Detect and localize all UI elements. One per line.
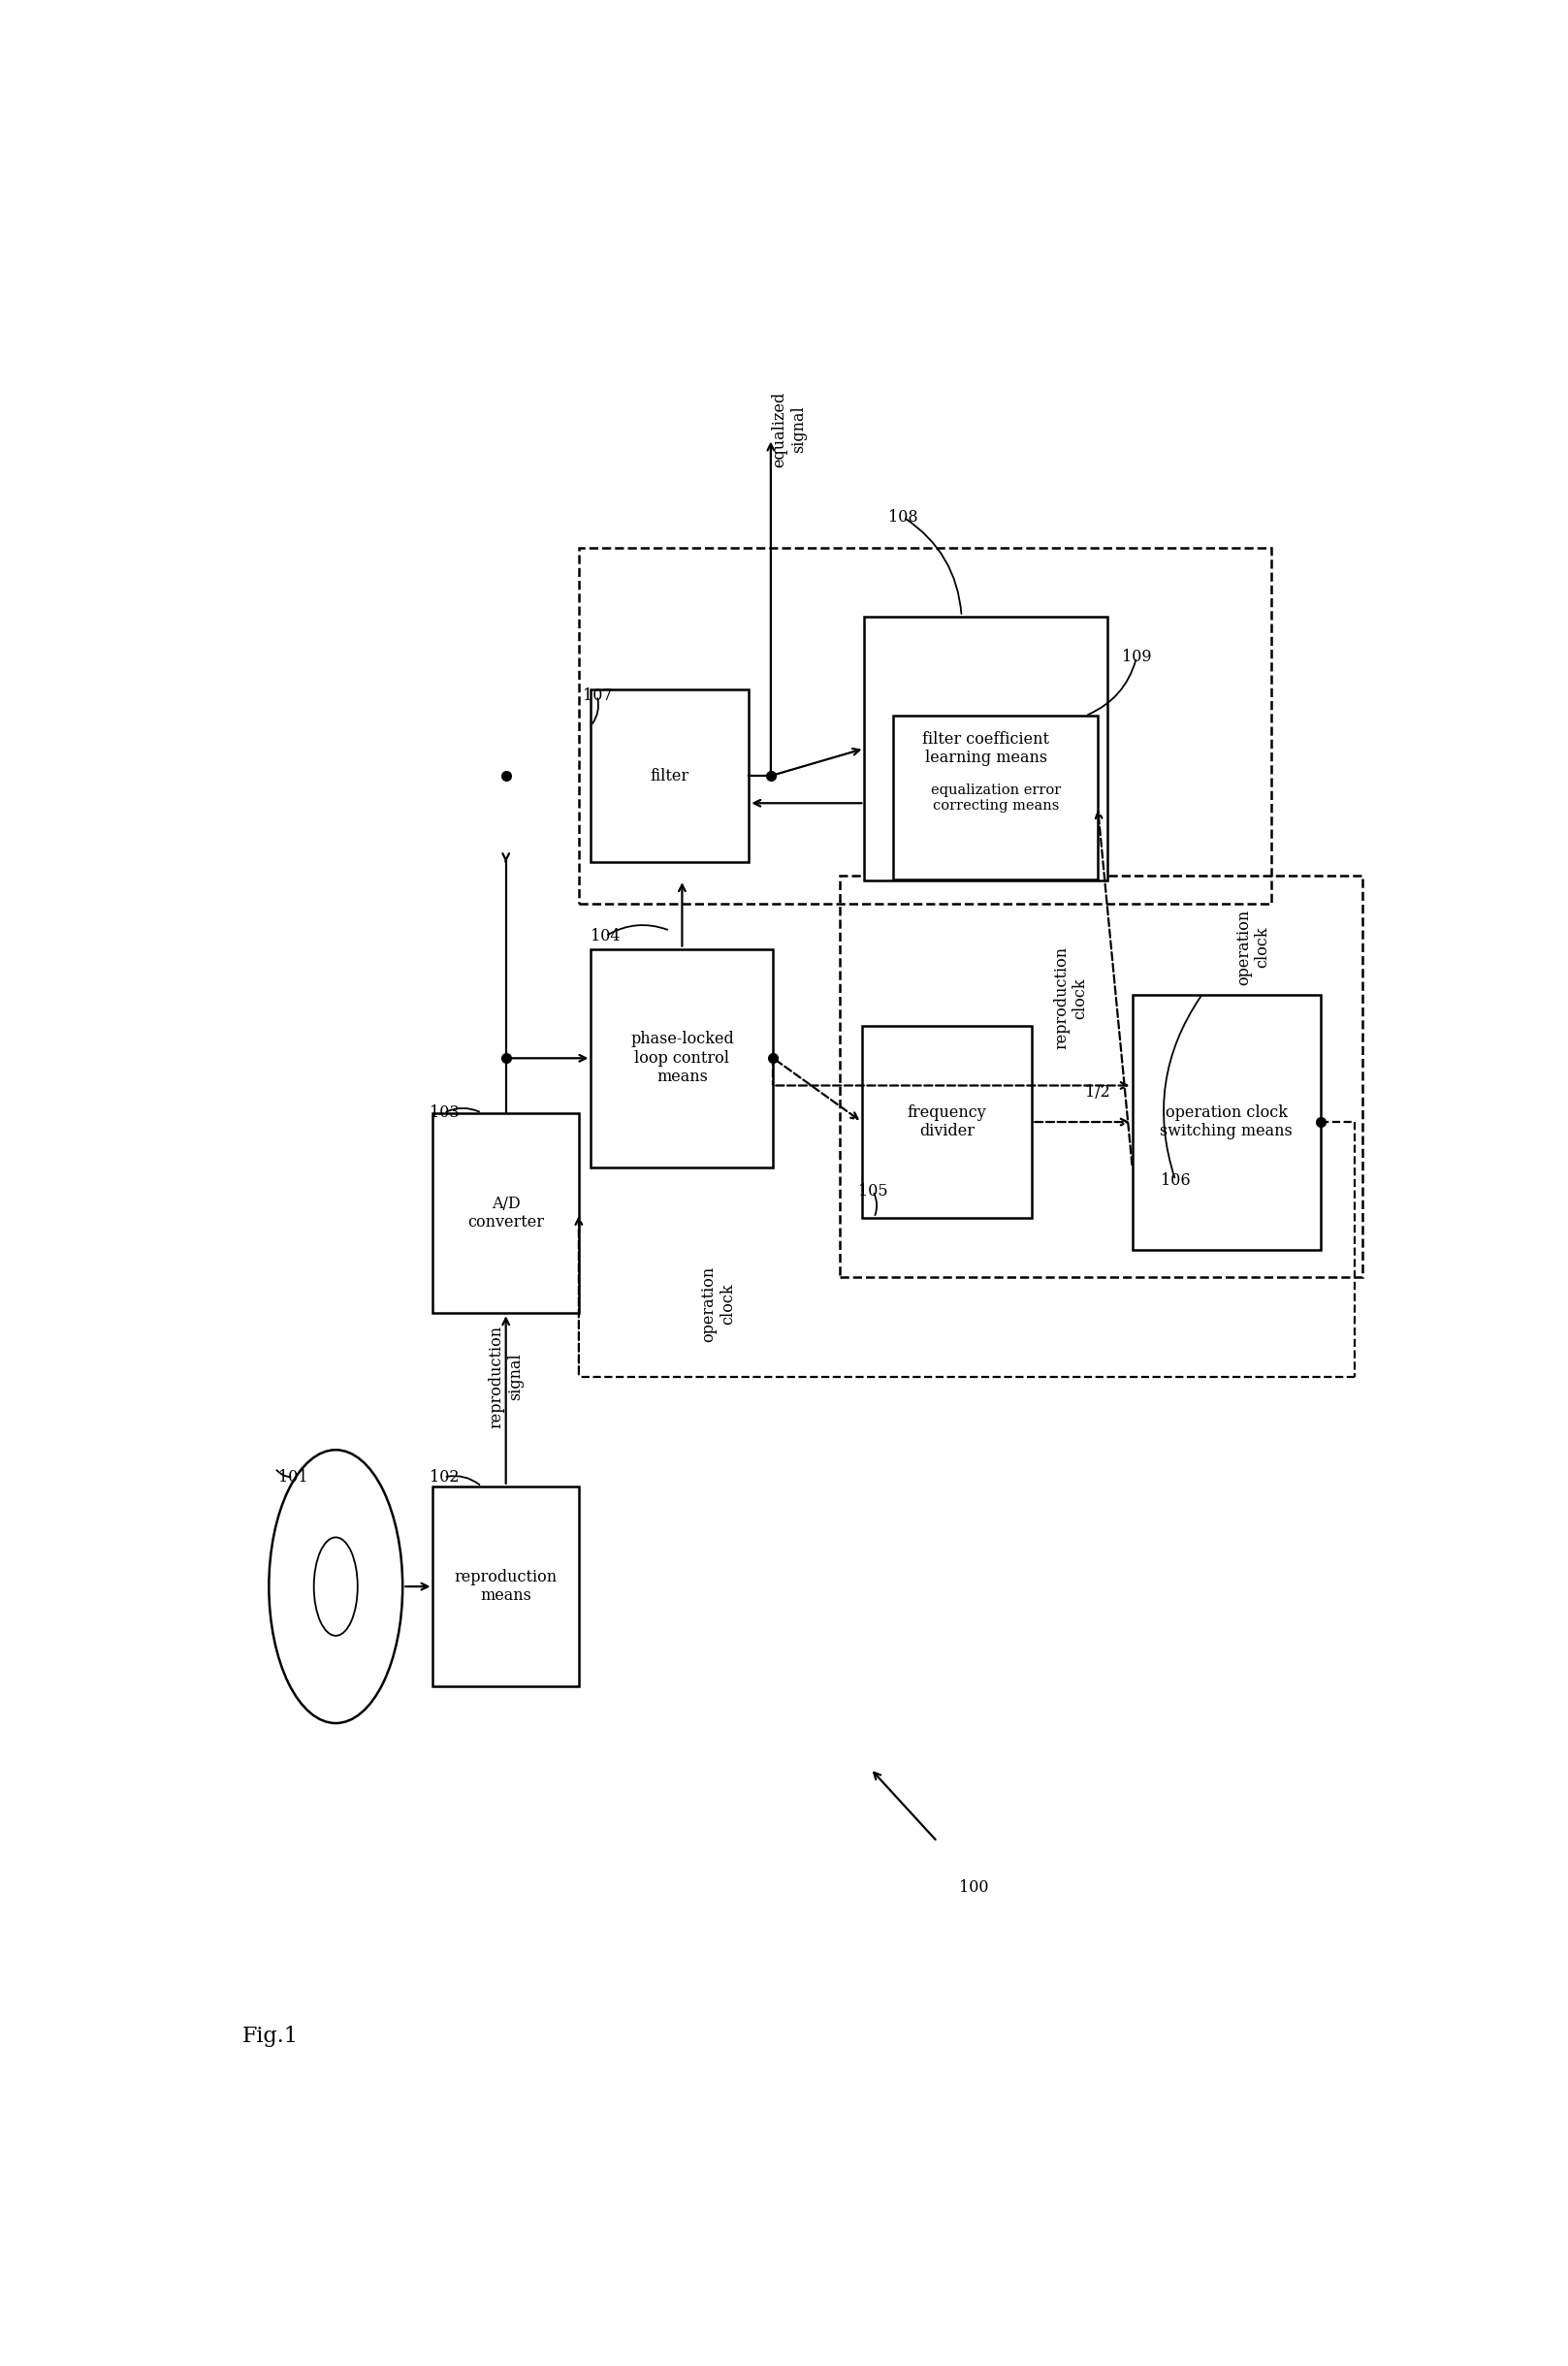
Text: 106: 106 [1160, 1171, 1190, 1188]
Text: filter coefficient
learning means: filter coefficient learning means [922, 731, 1049, 767]
Bar [433, 1112, 579, 1313]
Text: 109: 109 [1123, 648, 1151, 665]
Text: 1/2: 1/2 [1085, 1084, 1110, 1100]
Text: reproduction
means: reproduction means [455, 1569, 557, 1604]
Text: equalization error
correcting means: equalization error correcting means [930, 783, 1060, 812]
Text: 107: 107 [582, 689, 612, 705]
Text: 100: 100 [960, 1879, 988, 1895]
Bar [864, 618, 1107, 880]
Text: 105: 105 [858, 1183, 887, 1200]
Ellipse shape [314, 1538, 358, 1635]
Bar [591, 949, 773, 1166]
Text: Fig.1: Fig.1 [241, 2025, 298, 2047]
Bar [1132, 994, 1320, 1249]
Text: frequency
divider: frequency divider [908, 1105, 986, 1140]
Bar [840, 875, 1363, 1278]
Text: phase-locked
loop control
means: phase-locked loop control means [630, 1032, 734, 1086]
Text: reproduction
clock: reproduction clock [1054, 946, 1088, 1051]
Text: filter: filter [651, 767, 690, 783]
Text: 103: 103 [430, 1105, 459, 1121]
Bar [433, 1486, 579, 1687]
Bar [591, 689, 750, 861]
Text: reproduction
signal: reproduction signal [488, 1325, 524, 1429]
Text: 101: 101 [279, 1469, 309, 1486]
Bar [579, 549, 1272, 904]
Bar [894, 715, 1098, 880]
Text: equalized
signal: equalized signal [771, 393, 808, 468]
Text: 102: 102 [430, 1469, 459, 1486]
Text: A/D
converter: A/D converter [467, 1195, 544, 1230]
Text: 108: 108 [889, 509, 919, 525]
Text: 104: 104 [591, 927, 621, 944]
Text: operation clock
switching means: operation clock switching means [1160, 1105, 1292, 1140]
Text: operation
clock: operation clock [1236, 909, 1272, 984]
Text: operation
clock: operation clock [701, 1266, 737, 1342]
Ellipse shape [270, 1450, 403, 1722]
Bar [862, 1027, 1032, 1218]
